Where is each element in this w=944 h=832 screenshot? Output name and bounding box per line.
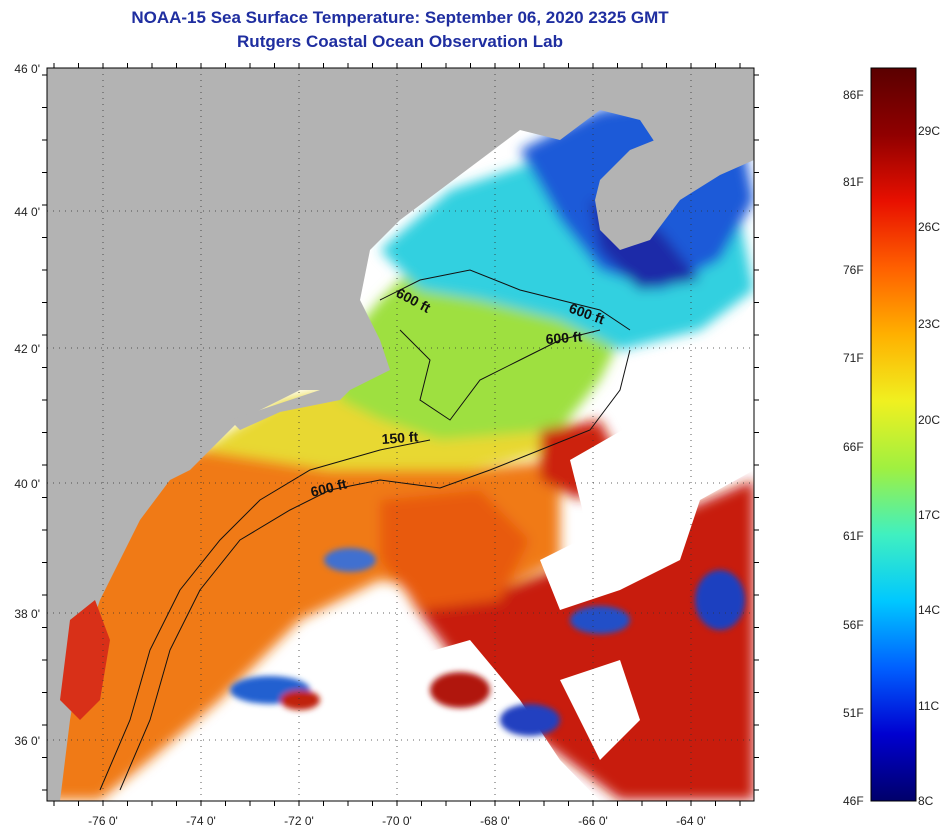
map-plot-area	[47, 68, 754, 801]
colorbar-c-label: 8C	[918, 794, 934, 808]
lon-label: -64 0'	[676, 814, 706, 828]
lat-label: 38 0'	[14, 607, 40, 621]
colorbar-c-label: 29C	[918, 124, 941, 138]
land	[47, 68, 754, 801]
lat-lon-grid	[47, 68, 754, 801]
lon-label: -72 0'	[284, 814, 314, 828]
colorbar-f-label: 81F	[843, 175, 864, 189]
lon-label: -66 0'	[578, 814, 608, 828]
cloud-mask	[150, 300, 754, 801]
colorbar-f-label: 86F	[843, 88, 864, 102]
colorbar	[870, 67, 917, 802]
lon-label: -70 0'	[382, 814, 412, 828]
longitude-labels: -76 0' -74 0' -72 0' -70 0' -68 0' -66 0…	[88, 814, 706, 828]
depth-label: 150 ft	[381, 428, 419, 447]
lat-label: 36 0'	[14, 734, 40, 748]
colorbar-f-label: 71F	[843, 351, 864, 365]
lon-label: -74 0'	[186, 814, 216, 828]
colorbar-c-label: 17C	[918, 508, 941, 522]
latitude-labels: 46 0' 44 0' 42 0' 40 0' 38 0' 36 0'	[14, 62, 40, 748]
map-subtitle: Rutgers Coastal Ocean Observation Lab	[237, 32, 563, 51]
colorbar-f-label: 51F	[843, 706, 864, 720]
colorbar-c-label: 23C	[918, 317, 941, 331]
bathymetry-contours	[99, 269, 631, 791]
cloud-edge-specks	[230, 548, 745, 736]
lon-label: -76 0'	[88, 814, 118, 828]
map-title: NOAA-15 Sea Surface Temperature: Septemb…	[131, 8, 669, 27]
colorbar-f-label: 46F	[843, 794, 864, 808]
lat-label: 40 0'	[14, 477, 40, 491]
colorbar-f-label: 76F	[843, 263, 864, 277]
colorbar-c-label: 20C	[918, 413, 941, 427]
colorbar-c-label: 11C	[918, 699, 940, 713]
axis-ticks	[42, 63, 759, 806]
lon-label: -68 0'	[480, 814, 510, 828]
colorbar-f-label: 61F	[843, 529, 864, 543]
lat-label: 42 0'	[14, 342, 40, 356]
lat-label: 44 0'	[14, 205, 40, 219]
depth-label: 600 ft	[545, 328, 583, 347]
lat-label: 46 0'	[14, 62, 40, 76]
colorbar-f-label: 66F	[843, 440, 864, 454]
colorbar-c-label: 14C	[918, 603, 941, 617]
map-frame	[46, 67, 755, 802]
colorbar-c-label: 26C	[918, 220, 941, 234]
colorbar-f-label: 56F	[843, 618, 864, 632]
